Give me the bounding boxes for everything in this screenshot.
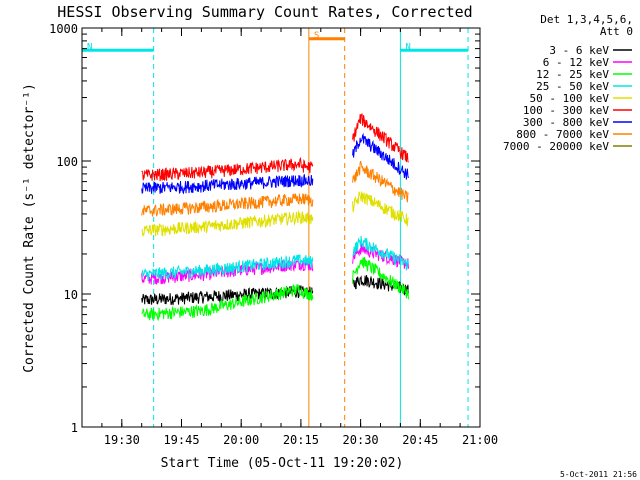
y-axis: 1 10 100 1000 (49, 22, 480, 435)
flag-label-0: N (87, 42, 92, 52)
y-axis-label: Corrected Count Rate (s⁻¹ detector⁻¹) (22, 83, 37, 373)
legend-entry-4: 50 - 100 keV (530, 92, 610, 105)
series-3-segment-0 (141, 254, 314, 281)
series-6-segment-1 (352, 132, 409, 180)
series-4-segment-0 (141, 209, 314, 237)
series-6-segment-0 (141, 174, 314, 195)
x-tick-label-1: 19:45 (163, 433, 199, 447)
legend-entry-8: 7000 - 20000 keV (503, 140, 609, 153)
x-axis-label: Start Time (05-Oct-11 19:20:02) (161, 456, 404, 471)
x-tick-label-5: 20:45 (402, 433, 438, 447)
plot-area: N NS 19:30 19:45 20:00 20:15 20:30 20:45 21:00 … (49, 22, 498, 447)
y-tick-label-1: 10 (64, 288, 78, 302)
x-tick-label-0: 19:30 (104, 433, 140, 447)
y-tick-label-2: 100 (56, 155, 78, 169)
flag-label-2: S (314, 31, 319, 41)
x-axis: 19:30 19:45 20:00 20:15 20:30 20:45 21:00 (81, 28, 498, 447)
series-4-segment-1 (352, 190, 409, 227)
series-7-segment-0 (141, 193, 314, 217)
legend-title-line-0: Det 1,3,4,5,6, (540, 13, 633, 26)
y-tick-label-0: 1 (71, 421, 78, 435)
chart-title: HESSI Observing Summary Count Rates, Cor… (57, 3, 472, 21)
x-tick-label-6: 21:00 (462, 433, 498, 447)
flag-label-1: N (405, 42, 410, 52)
legend-title-line-1: Att 0 (600, 25, 633, 38)
legend-entry-2: 12 - 25 keV (536, 68, 609, 81)
x-tick-label-2: 20:00 (223, 433, 259, 447)
series-layer (141, 113, 409, 322)
legend-entry-1: 6 - 12 keV (543, 56, 610, 69)
series-5-segment-0 (141, 156, 314, 182)
legend-entry-7: 800 - 7000 keV (516, 128, 609, 141)
plot-frame (81, 27, 481, 428)
series-0-segment-1 (352, 275, 409, 296)
legend-entry-6: 300 - 800 keV (523, 116, 609, 129)
y-tick-label-3: 1000 (49, 22, 78, 36)
legend-entry-5: 100 - 300 keV (523, 104, 609, 117)
series-5-segment-1 (352, 113, 409, 163)
x-tick-label-4: 20:30 (343, 433, 379, 447)
footer-timestamp: 5-Oct-2011 21:56 (560, 470, 637, 479)
legend-entry-0: 3 - 6 keV (549, 44, 609, 57)
flags-layer: N N S (82, 28, 469, 427)
legend-entry-3: 25 - 50 keV (536, 80, 609, 93)
series-2-segment-1 (352, 256, 409, 300)
series-7-segment-1 (352, 160, 409, 203)
x-tick-label-3: 20:15 (283, 433, 319, 447)
series-2-segment-0 (141, 283, 314, 322)
series-3-segment-1 (352, 235, 409, 272)
